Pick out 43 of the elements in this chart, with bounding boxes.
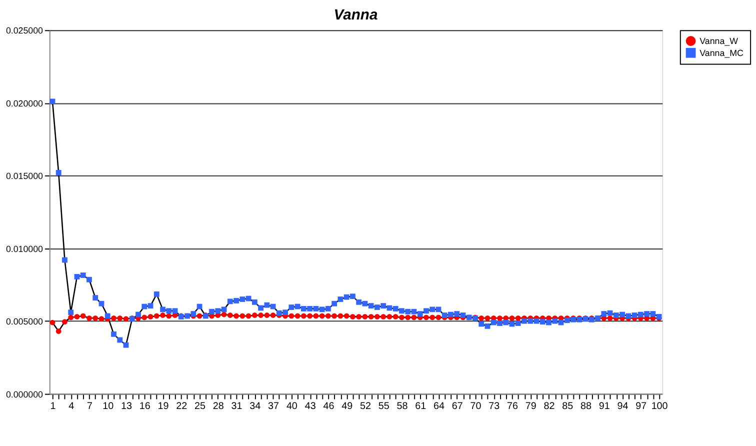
x-tick-label: 61 <box>415 401 427 412</box>
x-tick-label: 82 <box>544 401 555 412</box>
x-tick-label: 13 <box>121 401 132 412</box>
x-tick-label: 4 <box>68 401 75 412</box>
x-tick-label: 70 <box>470 401 482 412</box>
x-tick-label: 7 <box>86 401 92 412</box>
x-tick-label: 28 <box>212 401 224 412</box>
y-tick-label: 0.000000 <box>6 389 44 400</box>
x-tick-label: 46 <box>323 401 335 412</box>
x-tick-label: 25 <box>194 401 206 412</box>
x-tick-label: 79 <box>525 401 537 412</box>
y-tick-label: 0.020000 <box>6 98 44 108</box>
x-tick-label: 64 <box>433 401 445 412</box>
x-tick-label: 10 <box>102 401 114 412</box>
x-tick-label: 37 <box>268 401 280 412</box>
x-tick-label: 76 <box>507 401 518 412</box>
y-tick-label: 0.025000 <box>6 26 44 36</box>
x-tick-label: 88 <box>580 401 592 412</box>
x-tick-label: 43 <box>304 401 316 412</box>
x-tick-label: 31 <box>231 401 243 412</box>
x-tick-label: 40 <box>286 401 298 412</box>
x-tick-label: 67 <box>452 401 463 412</box>
x-tick-label: 55 <box>378 401 390 412</box>
x-tick-label: 58 <box>396 401 408 412</box>
y-tick-label: 0.015000 <box>6 171 44 182</box>
x-tick-label: 100 <box>651 401 668 412</box>
legend-label: Vanna_W <box>700 36 739 46</box>
x-tick-label: 52 <box>360 401 371 412</box>
x-tick-label: 22 <box>176 401 188 412</box>
x-tick-label: 34 <box>250 401 262 412</box>
x-tick-label: 16 <box>139 401 151 412</box>
x-tick-label: 1 <box>50 401 56 412</box>
x-tick-label: 49 <box>342 401 354 412</box>
y-tick-label: 0.005000 <box>6 316 44 327</box>
x-tick-label: 91 <box>598 401 610 412</box>
legend-label: Vanna_MC <box>700 48 744 58</box>
x-tick-label: 97 <box>636 401 647 412</box>
x-tick-label: 73 <box>488 401 500 412</box>
chart-title: Vanna <box>334 7 378 24</box>
x-tick-label: 94 <box>617 401 629 412</box>
x-tick-label: 85 <box>562 401 574 412</box>
x-tick-label: 19 <box>158 401 170 412</box>
y-tick-label: 0.010000 <box>6 244 44 254</box>
